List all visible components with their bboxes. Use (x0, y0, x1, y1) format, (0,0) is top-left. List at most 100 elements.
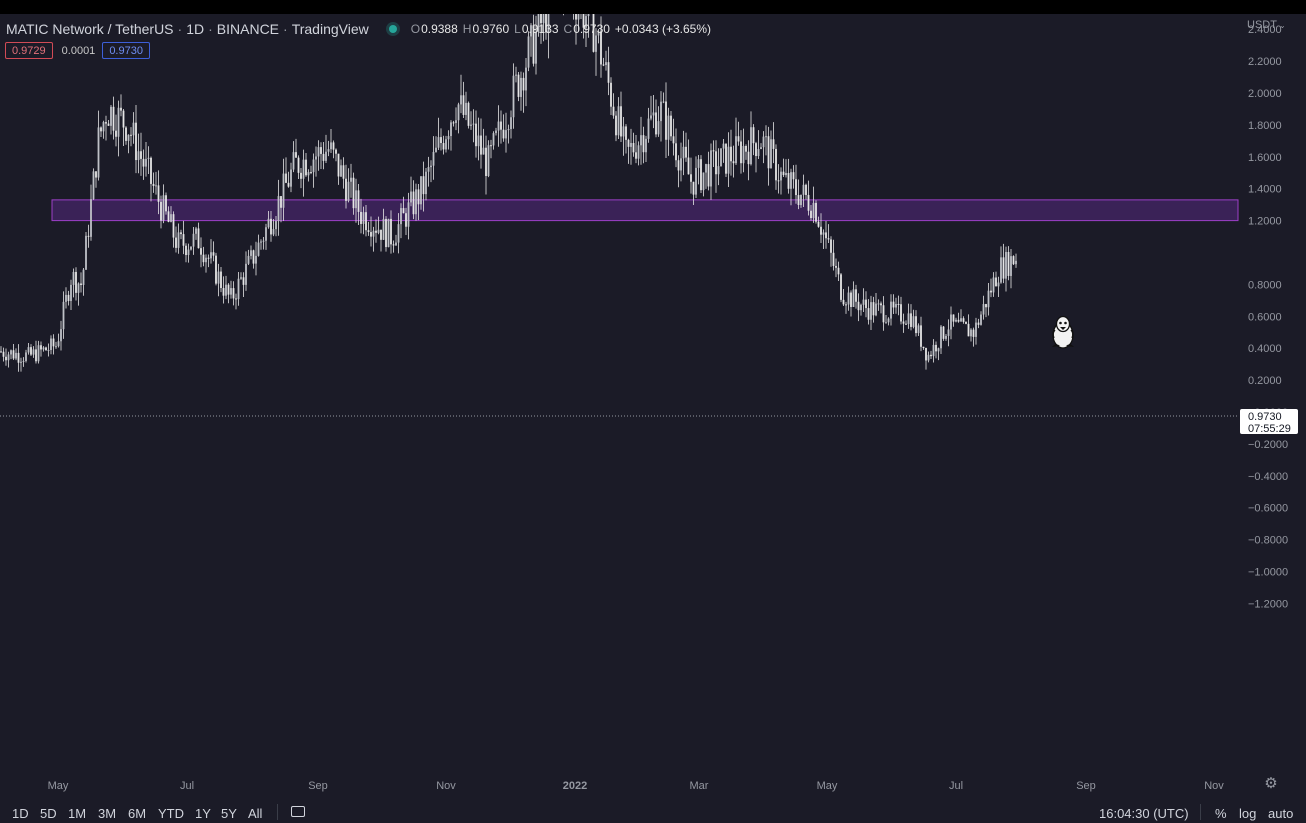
range-5d[interactable]: 5D (40, 806, 57, 821)
currency-selector[interactable]: USDT ⌄ (1247, 19, 1286, 31)
candle (787, 158, 790, 194)
ask-price-box[interactable]: 0.9730 (102, 42, 150, 59)
candle (142, 149, 145, 180)
candle (397, 213, 400, 254)
candle (775, 144, 777, 190)
range-1m[interactable]: 1M (68, 806, 87, 821)
candle (442, 135, 445, 155)
auto-toggle[interactable]: auto (1268, 806, 1294, 821)
candle (462, 81, 465, 119)
candle (672, 118, 675, 156)
dropdown-chevron-icon: ⌄ (1278, 21, 1286, 30)
candle (72, 268, 75, 298)
x-axis-tick: May (817, 780, 838, 792)
candle (297, 155, 300, 179)
candle (235, 293, 237, 310)
candle (642, 126, 645, 164)
y-axis-tick: −0.8000 (1248, 535, 1288, 547)
y-axis-tick: −1.0000 (1248, 567, 1288, 579)
candle (682, 130, 685, 176)
candle (855, 284, 857, 309)
candle (130, 127, 132, 147)
compare-icon[interactable] (291, 806, 305, 817)
candle (940, 325, 942, 355)
candle (820, 213, 822, 243)
candle (100, 126, 102, 138)
spread-value: 0.0001 (61, 44, 96, 57)
candle (252, 249, 255, 269)
candle (842, 289, 845, 306)
range-all[interactable]: All (248, 806, 263, 821)
candle (345, 164, 347, 209)
legend-separator: · (177, 21, 183, 37)
x-axis-tick: Nov (436, 780, 456, 792)
candle (295, 138, 297, 158)
candle (360, 198, 362, 234)
candle (892, 294, 895, 314)
candle (140, 132, 142, 176)
interval-label[interactable]: 1D (186, 21, 205, 37)
candle (380, 229, 382, 252)
candle (127, 134, 130, 154)
candle (685, 132, 687, 162)
candle (700, 155, 702, 193)
candle (157, 170, 160, 215)
candle (720, 147, 722, 167)
range-3m[interactable]: 3M (98, 806, 117, 821)
candle (857, 293, 860, 322)
gear-icon[interactable]: ⚙ (1264, 775, 1278, 792)
candle (955, 317, 957, 323)
candle (535, 15, 537, 75)
candle (630, 128, 632, 165)
candle (390, 210, 392, 254)
candle (310, 165, 312, 175)
candle (647, 107, 650, 143)
candle (852, 281, 855, 308)
support-resistance-zone[interactable] (51, 199, 1239, 222)
utc-clock[interactable]: 16:04:30 (UTC) (1099, 806, 1189, 821)
range-5y[interactable]: 5Y (221, 806, 237, 821)
candle (425, 167, 427, 201)
candle (597, 29, 600, 44)
candle (1000, 246, 1002, 284)
candle (725, 143, 727, 177)
candle (407, 192, 410, 240)
candle (517, 71, 520, 102)
log-toggle[interactable]: log (1239, 806, 1257, 821)
range-1y[interactable]: 1Y (195, 806, 211, 821)
candle (247, 249, 250, 265)
candle (192, 226, 195, 255)
range-ytd[interactable]: YTD (158, 806, 184, 821)
symbol-name[interactable]: MATIC Network / TetherUS (6, 21, 174, 37)
candle (905, 320, 907, 325)
candle (367, 221, 370, 236)
candle (202, 246, 205, 267)
candle (835, 258, 837, 278)
range-1d[interactable]: 1D (12, 806, 29, 821)
candle (760, 143, 762, 150)
candle (337, 153, 340, 185)
candle (352, 172, 355, 215)
x-axis-tick: Mar (690, 780, 709, 792)
candle (610, 77, 612, 115)
market-status-dot[interactable] (388, 25, 397, 33)
candle (515, 66, 517, 83)
candle (230, 280, 232, 299)
candle (867, 299, 870, 325)
symbol-legend[interactable]: MATIC Network / TetherUS · 1D · BINANCE … (6, 21, 711, 37)
candle (595, 28, 597, 76)
candle (17, 344, 20, 372)
exchange-label: BINANCE (216, 21, 280, 37)
range-6m[interactable]: 6M (128, 806, 147, 821)
candle (155, 171, 157, 195)
candle (125, 126, 127, 145)
percent-toggle[interactable]: % (1215, 806, 1227, 821)
candle (82, 267, 85, 296)
candle (500, 110, 502, 144)
bid-price-box[interactable]: 0.9729 (5, 42, 53, 59)
candle (432, 136, 435, 180)
candle (410, 176, 412, 207)
candle (267, 211, 270, 229)
candle (472, 109, 475, 143)
